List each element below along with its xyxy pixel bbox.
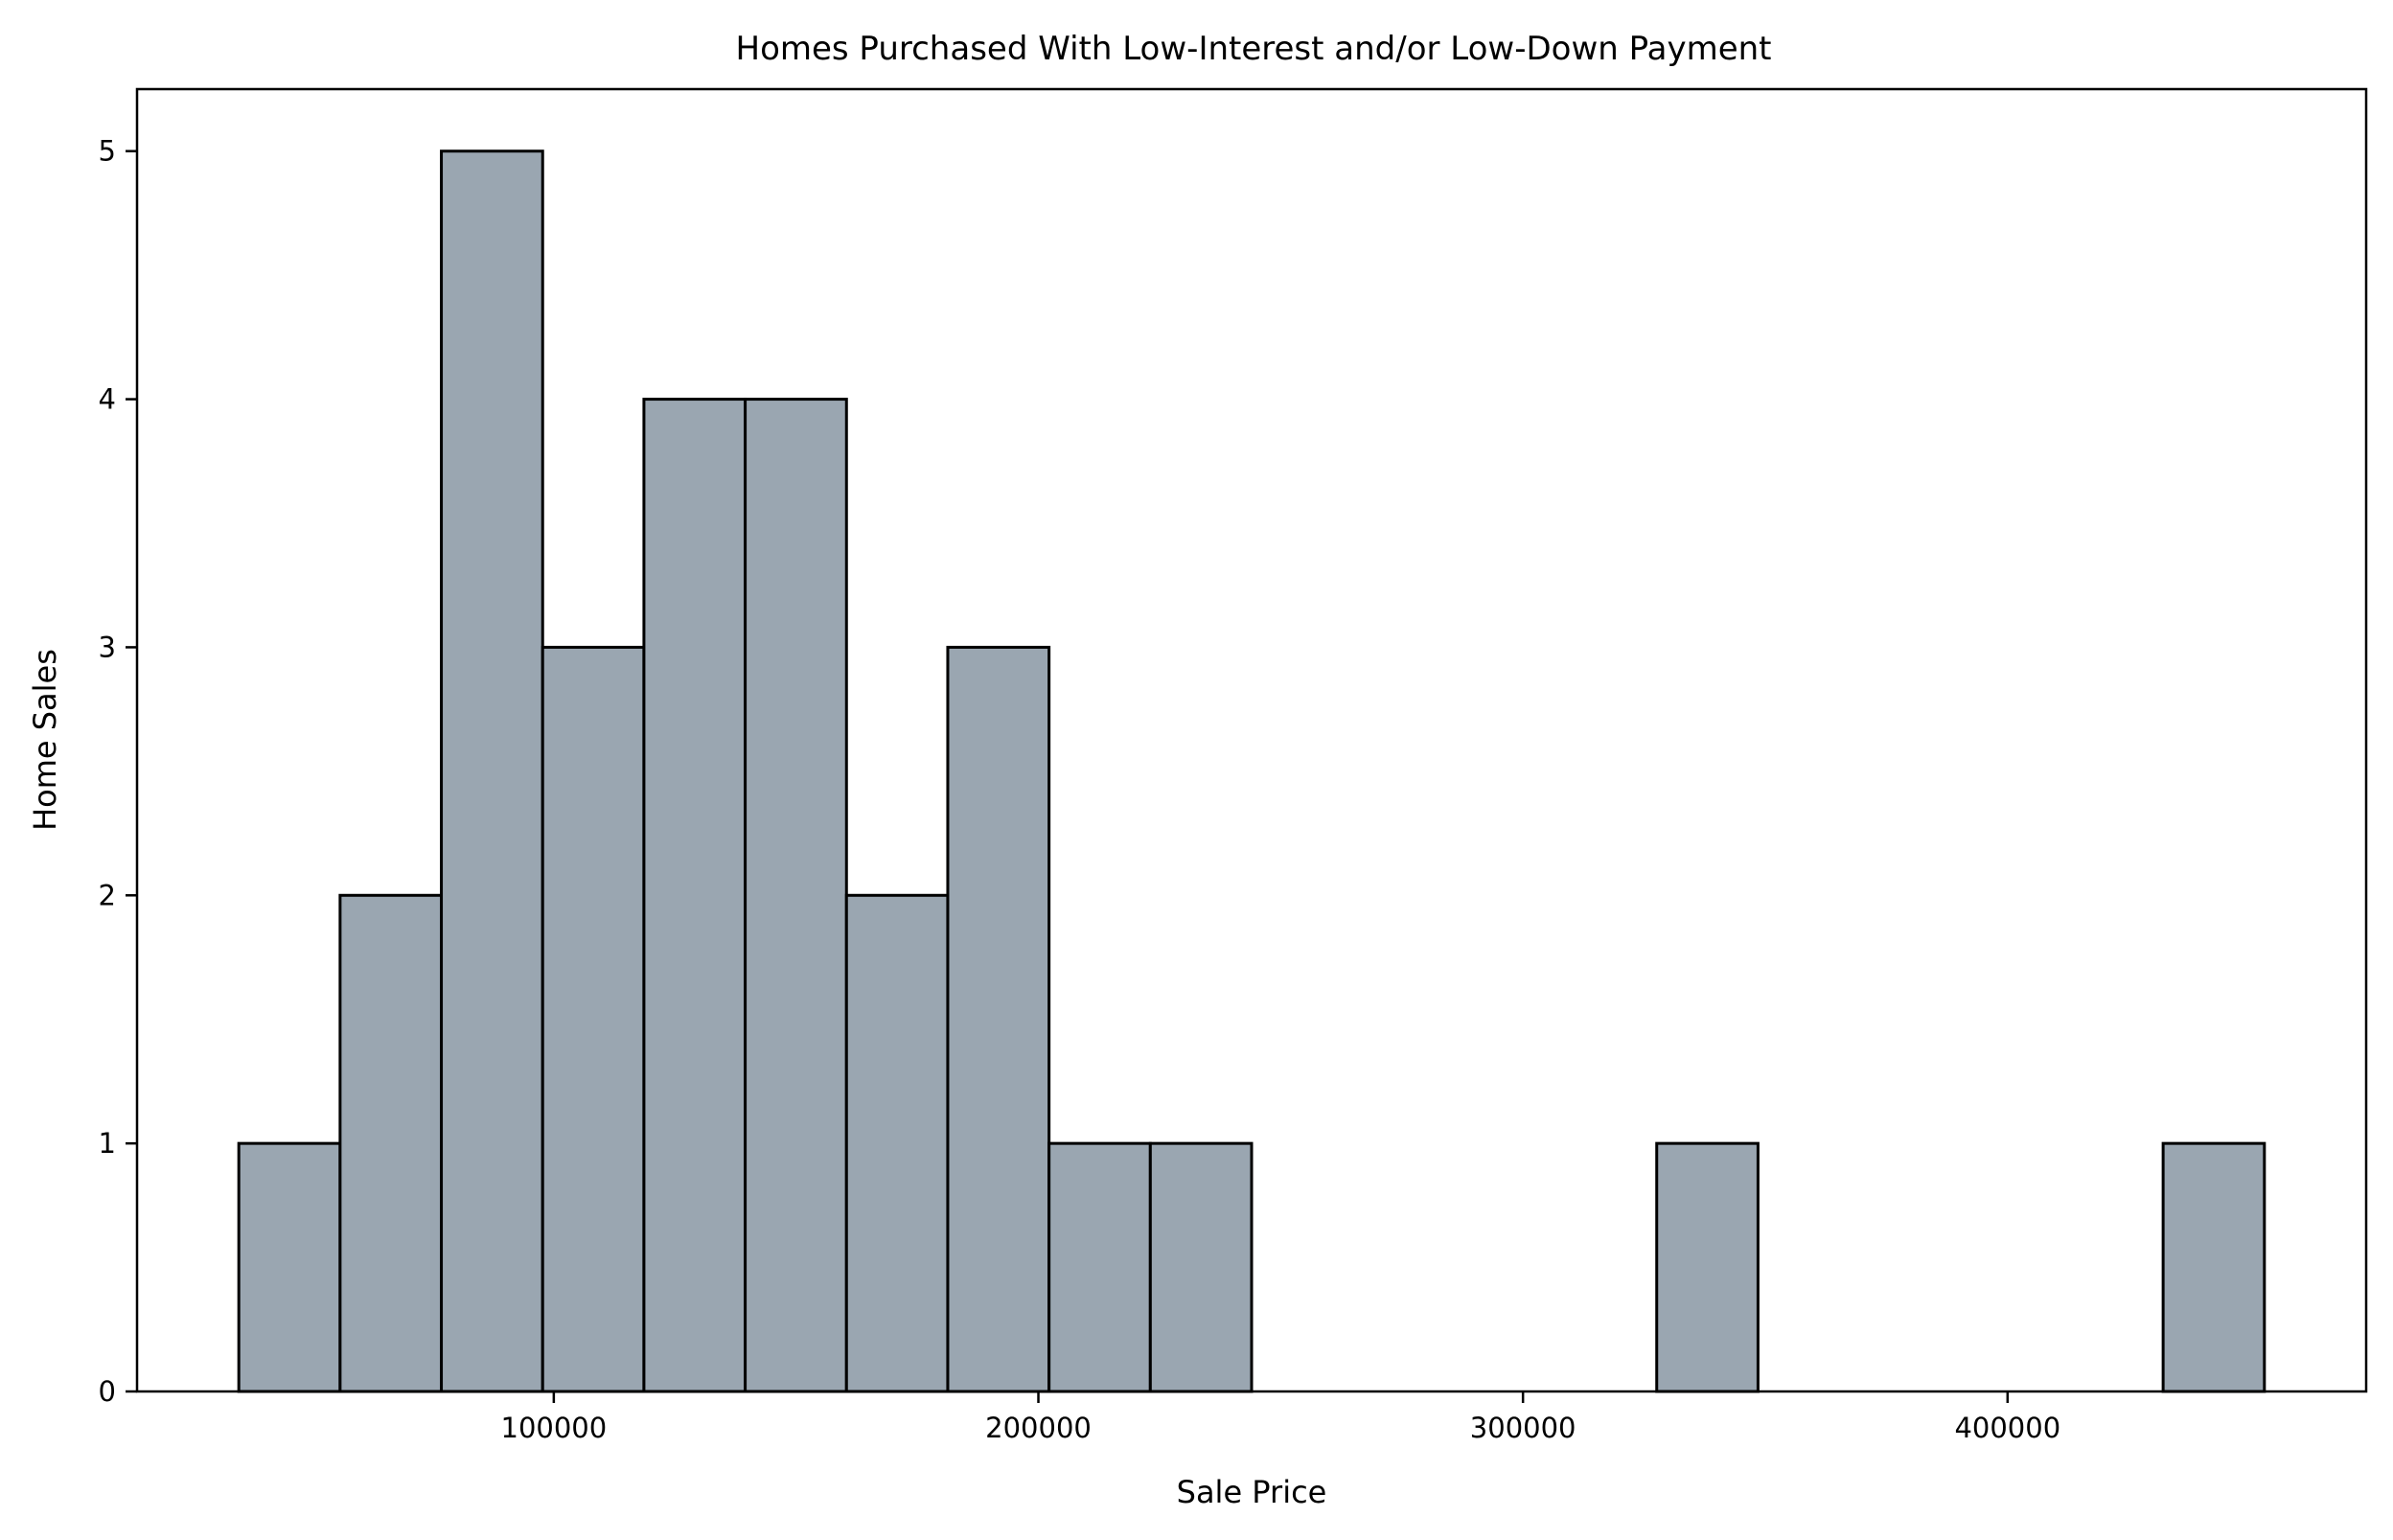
histogram-bar	[1148, 1141, 1254, 1393]
x-tick-label: 100000	[501, 1412, 608, 1444]
plot-frame	[135, 87, 2368, 1393]
x-tick-label: 300000	[1470, 1412, 1576, 1444]
histogram-bar	[440, 149, 544, 1393]
histogram-bar	[541, 645, 646, 1393]
histogram-bar	[338, 893, 444, 1393]
histogram-bar	[237, 1141, 342, 1393]
y-axis-ticks: 0 1 2 3 4 5	[99, 135, 137, 1408]
y-tick-label: 5	[99, 135, 116, 168]
y-tick-label: 0	[99, 1375, 116, 1408]
histogram-bar	[1047, 1141, 1152, 1393]
chart-title: Homes Purchased With Low-Interest and/or…	[736, 30, 1772, 68]
y-axis-label: Home Sales	[27, 649, 63, 831]
histogram-bar	[844, 893, 950, 1393]
x-tick-label: 400000	[1954, 1412, 2060, 1444]
histogram-bar	[642, 398, 748, 1393]
bars-group	[237, 149, 2266, 1393]
y-tick-label: 4	[99, 383, 116, 416]
x-axis-ticks: 100000 200000 300000 400000	[501, 1391, 2060, 1444]
y-tick-label: 3	[99, 631, 116, 663]
x-tick-label: 200000	[985, 1412, 1092, 1444]
y-tick-label: 1	[99, 1127, 116, 1160]
histogram-bar	[946, 645, 1051, 1393]
histogram-bar	[744, 398, 848, 1393]
histogram-bar	[2161, 1141, 2266, 1393]
x-axis-label: Sale Price	[1177, 1474, 1327, 1510]
y-tick-label: 2	[99, 879, 116, 911]
histogram-bar	[1655, 1141, 1760, 1393]
